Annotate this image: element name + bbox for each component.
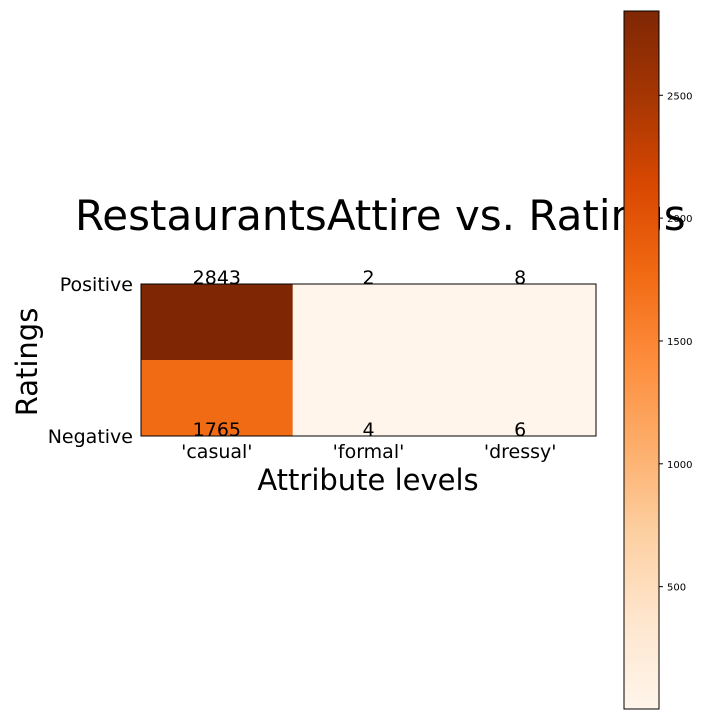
colorbar-ticks: 500 1000 1500 2000 2500 [659,91,692,594]
x-tick-label: 'formal' [333,441,405,463]
heatmap-cell [292,284,445,361]
x-tick-labels: 'casual' 'formal' 'dressy' [181,441,556,463]
y-tick-label: Positive [60,274,133,296]
colorbar-tick-label: 500 [667,583,686,594]
heatmap-frame [140,283,597,437]
cell-value-label: 2843 [193,267,241,289]
colorbar-tick-label: 1000 [667,460,692,471]
chart-title: RestaurantsAttire vs. Ratings [75,191,686,240]
cell-value-label: 1765 [193,419,241,441]
heatmap-cells [141,284,597,437]
cell-value-label: 6 [514,419,526,441]
heatmap-cell [292,360,445,437]
cell-value-label: 2 [362,267,374,289]
y-axis-label: Ratings [10,308,44,417]
cell-value-label: 8 [514,267,526,289]
heatmap-cell [141,284,294,361]
x-axis-label: Attribute levels [257,463,478,497]
colorbar-tick-label: 1500 [667,337,692,348]
heatmap-cell [444,360,597,437]
colorbar-tick-label: 2500 [667,91,692,102]
x-tick-label: 'casual' [181,441,252,463]
cell-value-label: 4 [362,419,374,441]
heatmap-cell [141,360,294,437]
cell-value-labels: 2843 2 8 1765 4 6 [193,267,527,441]
heatmap-cell [444,284,597,361]
y-tick-labels: Positive Negative [48,274,133,448]
x-tick-label: 'dressy' [484,441,557,463]
colorbar-tick-label: 2000 [667,214,692,225]
colorbar [623,10,660,710]
y-tick-label: Negative [48,426,133,448]
